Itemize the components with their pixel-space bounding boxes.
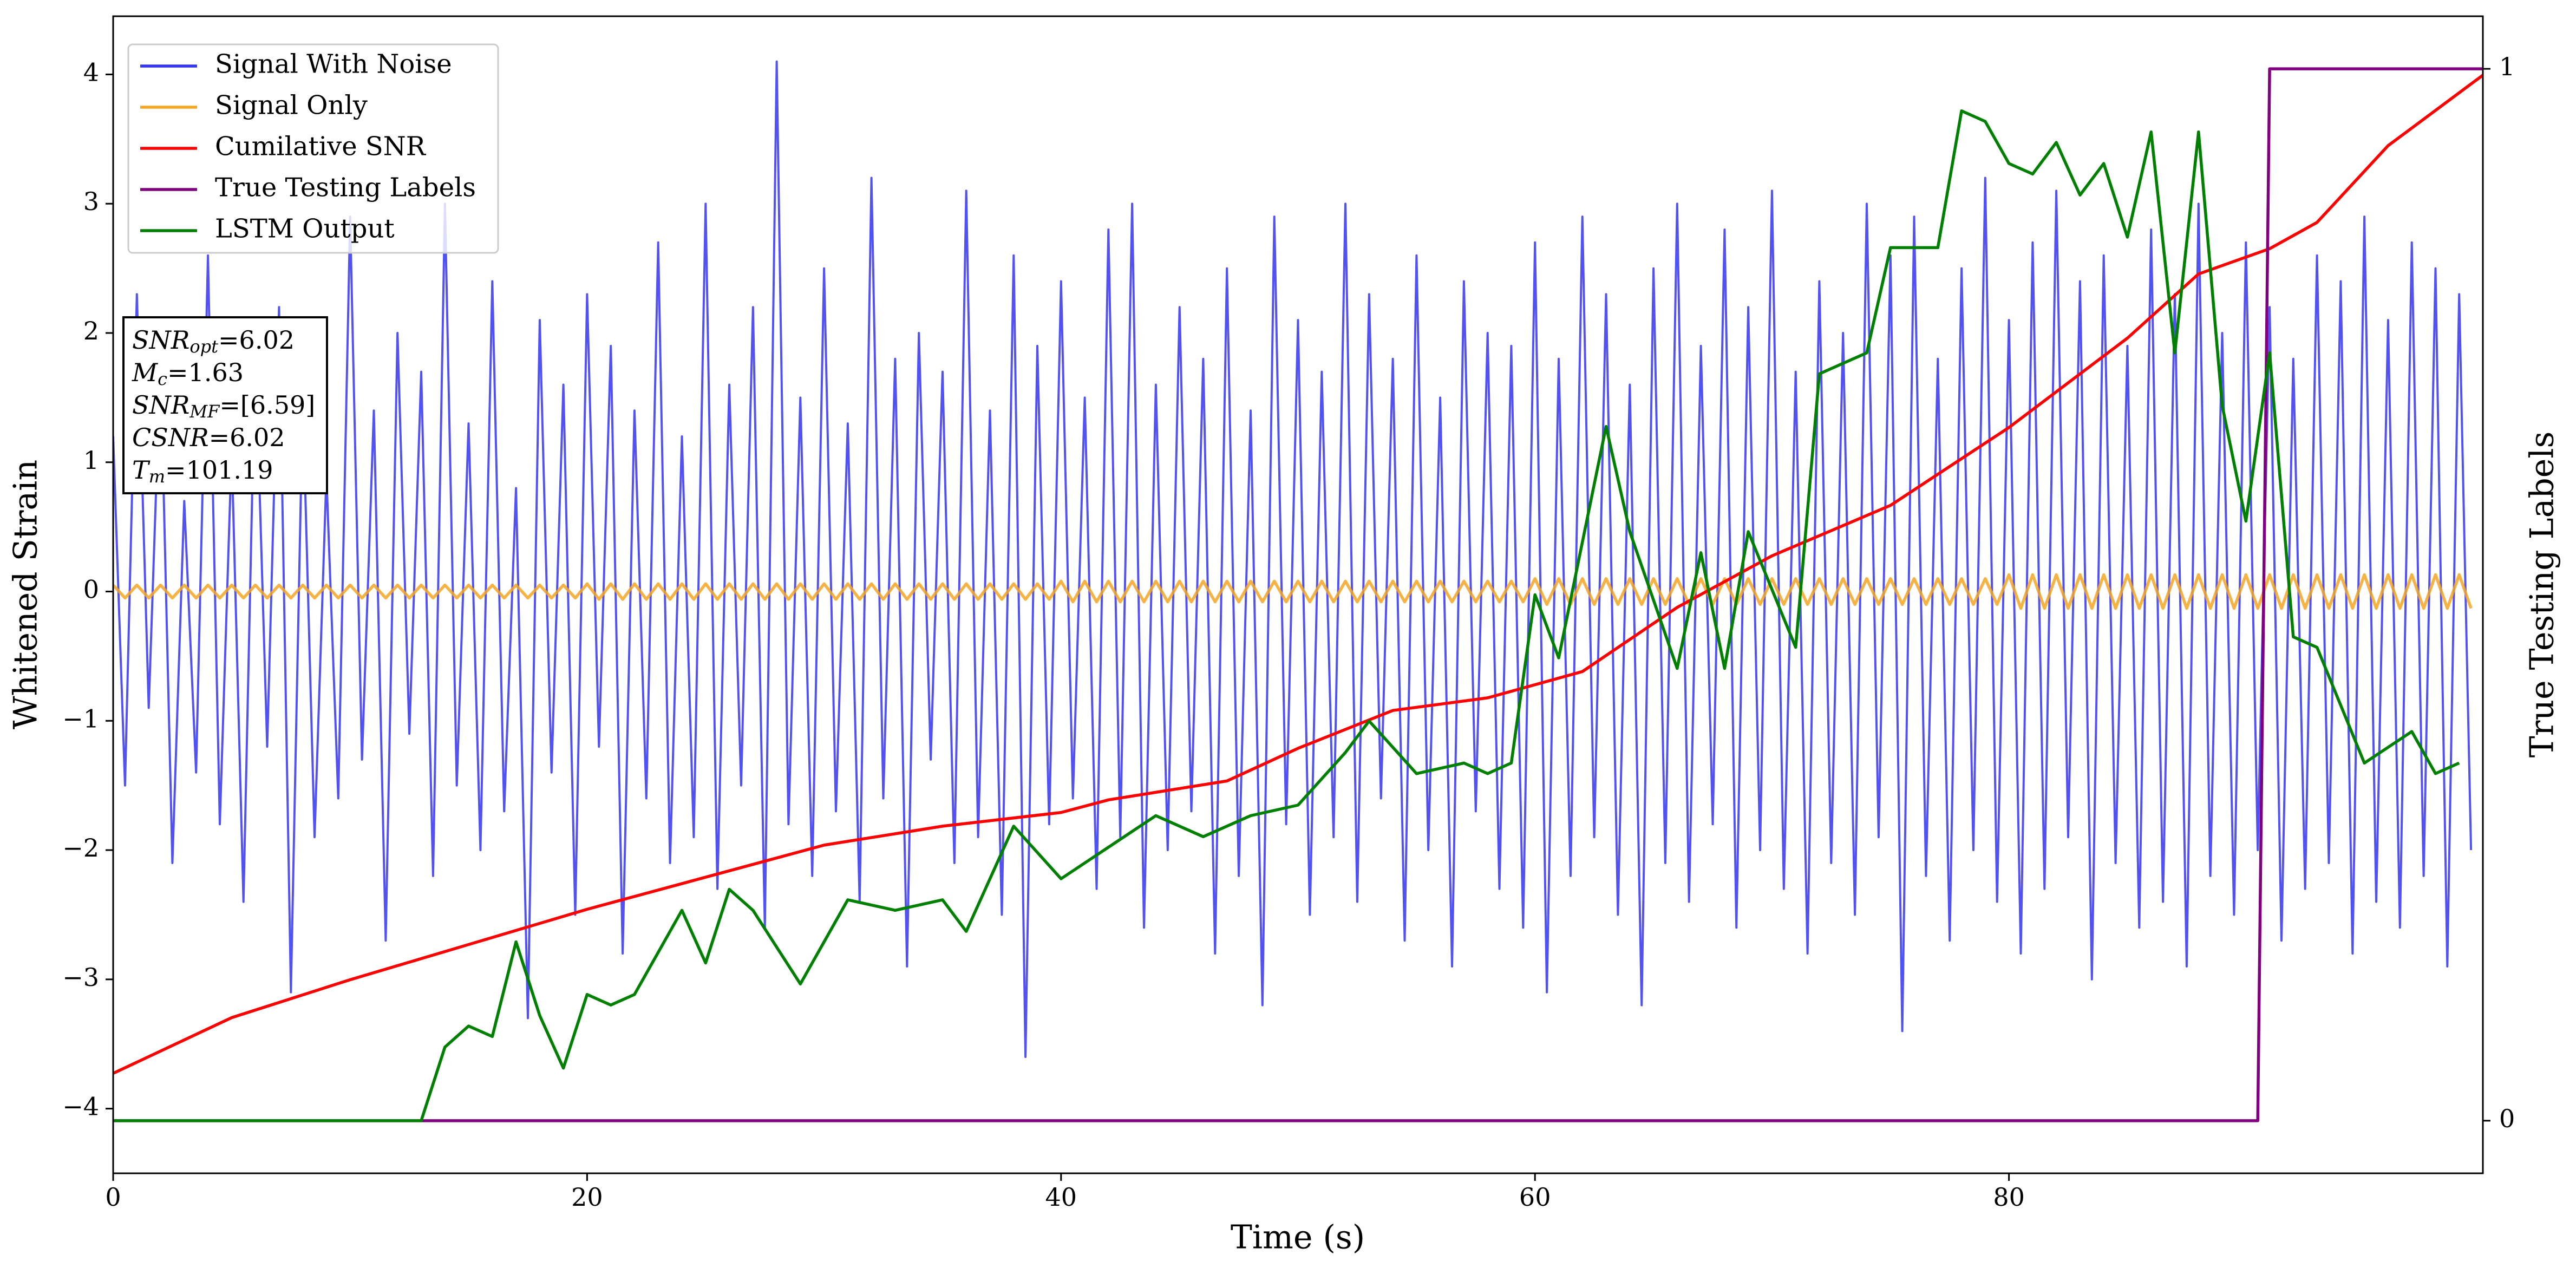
annotation-symbol: SNR xyxy=(132,325,189,355)
annotation-value: =[6.59] xyxy=(219,390,315,420)
legend-label: Signal Only xyxy=(215,90,368,121)
y2-tick-label: 0 xyxy=(2499,1104,2515,1133)
x-tick-label: 60 xyxy=(1519,1182,1551,1212)
annotation: CSNR=6.02 xyxy=(132,423,285,452)
plot-frame xyxy=(112,15,2484,1174)
legend-box xyxy=(127,43,499,254)
legend-label: LSTM Output xyxy=(215,214,395,244)
annotation-value: =1.63 xyxy=(167,358,244,387)
annotation: Mc=1.63 xyxy=(132,358,244,389)
annotation-subscript: MF xyxy=(189,401,220,422)
series-line xyxy=(113,74,2483,1075)
annotation-subscript: opt xyxy=(189,336,218,357)
annotation-symbol: SNR xyxy=(132,390,189,420)
annotation-subscript: c xyxy=(158,369,167,389)
series-line xyxy=(113,573,2473,610)
y-tick-label: 4 xyxy=(83,57,99,87)
annotation: SNRopt=6.02 xyxy=(132,325,295,357)
y-axis-title: Whitened Strain xyxy=(7,460,45,729)
y2-tick-label: 1 xyxy=(2499,52,2515,81)
y-tick-label: 0 xyxy=(83,575,99,604)
legend-label: True Testing Labels xyxy=(215,173,476,203)
y-tick-label: 3 xyxy=(83,187,99,216)
y2-axis-title: True Testing Labels xyxy=(2523,432,2561,758)
annotation: SNRMF=[6.59] xyxy=(132,390,315,422)
y-tick-label: −1 xyxy=(62,704,99,733)
annotation-value: =6.02 xyxy=(218,325,295,355)
x-tick-label: 0 xyxy=(105,1182,121,1212)
annotation-symbol: CSNR xyxy=(132,423,209,452)
annotation-subscript: m xyxy=(149,466,165,487)
x-axis-title: Time (s) xyxy=(1231,1219,1365,1257)
y-tick-label: 2 xyxy=(83,316,99,345)
series-line xyxy=(113,109,2460,1122)
legend-label: Cumilative SNR xyxy=(215,132,427,162)
y-tick-label: −2 xyxy=(62,833,99,863)
plot-area xyxy=(113,60,2483,1122)
annotation-symbol: T xyxy=(132,455,151,485)
annotation: Tm=101.19 xyxy=(132,455,273,487)
annotation-box xyxy=(122,316,328,494)
y-tick-label: −3 xyxy=(62,963,99,992)
y-tick-label: 1 xyxy=(83,446,99,475)
x-tick-label: 80 xyxy=(1993,1182,2025,1212)
annotation-value: =6.02 xyxy=(209,423,285,452)
y-tick-label: −4 xyxy=(62,1092,99,1121)
series-line xyxy=(113,67,2483,1122)
x-tick-label: 20 xyxy=(571,1182,603,1212)
legend-label: Signal With Noise xyxy=(215,49,452,80)
annotation-value: =101.19 xyxy=(165,455,273,485)
annotation-symbol: M xyxy=(132,358,159,387)
x-tick-label: 40 xyxy=(1045,1182,1077,1212)
